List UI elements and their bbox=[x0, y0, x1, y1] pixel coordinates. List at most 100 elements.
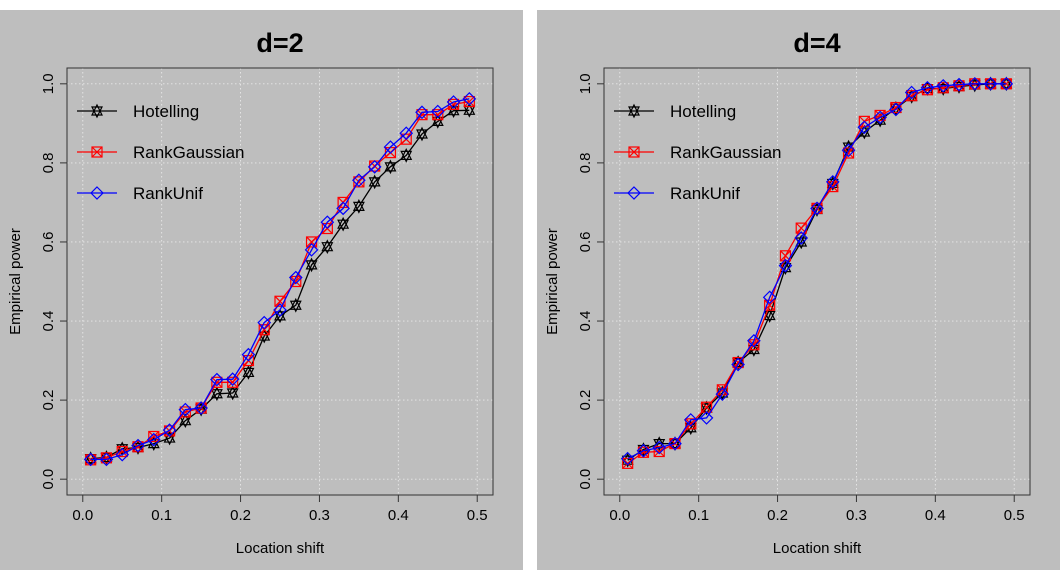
x-tick-label: 0.5 bbox=[467, 507, 488, 524]
data-point-RankUnif bbox=[731, 357, 745, 372]
legend-marker-Hotelling-down bbox=[628, 106, 640, 119]
data-point-RankUnif bbox=[699, 411, 714, 425]
data-point-Hotelling bbox=[384, 159, 397, 175]
data-point-RankUnif bbox=[194, 401, 208, 415]
data-point-RankUnif bbox=[241, 347, 256, 362]
data-point-RankUnif bbox=[794, 231, 809, 245]
x-tick-label: 0.4 bbox=[925, 507, 946, 524]
data-point-RankGaussian-x bbox=[685, 418, 697, 430]
data-point-RankUnif bbox=[841, 143, 856, 158]
data-point-Hotelling bbox=[289, 297, 302, 313]
data-point-RankUnif bbox=[273, 303, 287, 317]
data-point-Hotelling-down bbox=[274, 311, 286, 324]
data-point-Hotelling-up bbox=[352, 199, 365, 211]
data-point-RankGaussian-box bbox=[227, 376, 239, 388]
data-point-RankUnif bbox=[652, 440, 667, 455]
x-tick-label: 0.4 bbox=[388, 507, 409, 524]
data-point-RankGaussian-box bbox=[732, 356, 744, 369]
data-point-Hotelling-down bbox=[210, 389, 223, 402]
series-line-RankUnif bbox=[627, 83, 1007, 460]
data-point-Hotelling-down bbox=[337, 219, 350, 232]
data-point-RankUnif bbox=[210, 372, 224, 387]
data-point-Hotelling-up bbox=[431, 114, 444, 126]
data-point-Hotelling bbox=[305, 257, 318, 273]
x-tick-label: 0.1 bbox=[151, 507, 172, 524]
legend: Hotelling RankGaussian RankUnif bbox=[614, 102, 782, 203]
chart-panel-1: d=2 0.0 0.1 0.2 0.3 0.4 0.5 0.0 0.2 0.4 0.6 0.8 1.0 L… bbox=[7, 28, 494, 557]
data-point-RankGaussian-box bbox=[764, 299, 776, 311]
data-point-RankGaussian-box bbox=[906, 90, 918, 102]
data-point-Hotelling-up bbox=[1000, 76, 1013, 89]
x-axis-title: Location shift bbox=[236, 540, 325, 557]
data-point-Hotelling bbox=[210, 386, 223, 402]
legend-marker-RankUnif bbox=[90, 186, 104, 200]
legend-marker-Hotelling bbox=[91, 103, 103, 119]
data-point-Hotelling bbox=[274, 308, 286, 324]
x-tick-label: 0.0 bbox=[72, 507, 93, 524]
data-point-RankGaussian-x bbox=[148, 431, 160, 442]
data-point-Hotelling-down bbox=[321, 242, 334, 255]
data-point-Hotelling-down bbox=[763, 310, 776, 323]
data-point-RankUnif bbox=[131, 438, 145, 453]
data-point-RankGaussian bbox=[227, 376, 239, 388]
legend-marker-RankGaussian-box bbox=[628, 146, 640, 158]
legend-marker-RankUnif bbox=[627, 186, 641, 200]
data-point-Hotelling-down bbox=[984, 79, 997, 92]
data-point-Hotelling bbox=[763, 308, 776, 323]
plot-frame bbox=[66, 67, 494, 496]
series-RankUnif bbox=[83, 91, 477, 467]
data-point-RankUnif bbox=[873, 110, 887, 125]
y-axis-title: Empirical power bbox=[544, 228, 561, 335]
legend-marker-Hotelling-up bbox=[91, 103, 103, 116]
data-point-RankUnif bbox=[415, 105, 429, 120]
data-point-Hotelling-up bbox=[116, 441, 129, 454]
data-point-RankUnif bbox=[367, 159, 382, 174]
series-line-RankUnif bbox=[90, 98, 470, 461]
data-point-RankGaussian bbox=[906, 90, 918, 102]
data-point-RankGaussian-box bbox=[890, 101, 902, 114]
x-axis-title: Location shift bbox=[773, 540, 862, 557]
legend-marker-RankGaussian-x bbox=[91, 146, 103, 158]
data-point-RankUnif bbox=[336, 201, 350, 216]
data-point-RankUnif bbox=[825, 175, 840, 189]
x-tick-label: 0.2 bbox=[230, 507, 251, 524]
data-point-Hotelling-down bbox=[258, 331, 271, 344]
legend-label: Hotelling bbox=[670, 102, 736, 121]
data-point-RankGaussian-box bbox=[811, 202, 823, 214]
data-point-RankGaussian-box bbox=[400, 133, 412, 145]
data-point-Hotelling-up bbox=[337, 216, 350, 229]
data-point-RankGaussian-x bbox=[906, 90, 918, 102]
legend-label: Hotelling bbox=[133, 102, 199, 121]
legend-marker-Hotelling-up bbox=[628, 103, 640, 116]
data-point-RankUnif bbox=[636, 443, 651, 458]
y-tick-label: 0.4 bbox=[40, 311, 57, 332]
data-point-RankGaussian-box bbox=[842, 147, 855, 159]
data-point-RankGaussian-x bbox=[701, 401, 712, 413]
series-line-Hotelling bbox=[627, 83, 1007, 461]
legend-marker-RankGaussian bbox=[91, 146, 103, 158]
data-point-Hotelling-down bbox=[1000, 79, 1013, 92]
legend-marker-RankGaussian bbox=[628, 146, 640, 158]
series-line-RankGaussian bbox=[627, 83, 1007, 464]
legend-label: RankUnif bbox=[670, 184, 740, 203]
data-point-RankUnif bbox=[936, 78, 951, 93]
data-point-Hotelling-up bbox=[226, 385, 239, 398]
y-tick-label: 0.4 bbox=[577, 311, 594, 332]
data-point-Hotelling-up bbox=[384, 159, 397, 172]
data-point-RankGaussian bbox=[764, 299, 776, 311]
data-point-RankGaussian-box bbox=[432, 109, 444, 121]
y-tick-label: 1.0 bbox=[577, 73, 594, 94]
data-point-RankUnif bbox=[146, 432, 161, 447]
data-point-Hotelling-down bbox=[305, 260, 318, 273]
data-point-RankUnif bbox=[115, 447, 130, 462]
y-tick-label: 0.8 bbox=[40, 152, 57, 173]
data-point-RankUnif bbox=[162, 423, 177, 438]
data-point-RankGaussian-x bbox=[764, 299, 776, 311]
data-point-RankUnif bbox=[462, 91, 477, 106]
data-point-Hotelling-up bbox=[179, 413, 192, 426]
data-point-RankGaussian-box bbox=[685, 418, 697, 430]
data-point-RankUnif bbox=[399, 126, 414, 141]
legend-marker-Hotelling-down bbox=[91, 106, 103, 119]
data-point-Hotelling-up bbox=[637, 442, 650, 455]
